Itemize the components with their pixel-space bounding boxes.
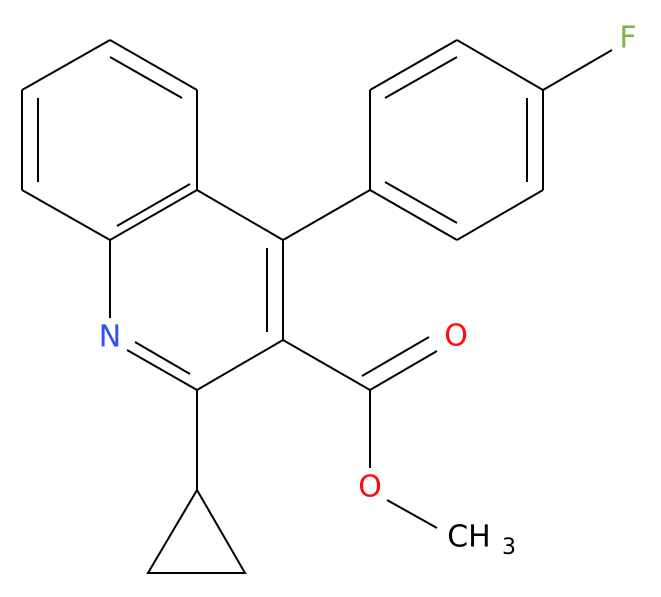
bond — [282, 339, 371, 391]
atom-label: CH — [447, 520, 491, 555]
bond — [109, 56, 183, 99]
atom-label: F — [619, 21, 636, 56]
bond — [456, 189, 544, 241]
bond — [109, 39, 198, 91]
bond — [361, 336, 430, 377]
bond — [282, 189, 371, 241]
bond — [196, 189, 284, 241]
bond — [134, 341, 191, 375]
bond — [21, 189, 111, 241]
bond — [126, 349, 198, 391]
bond — [542, 49, 613, 91]
atom-label: O — [444, 319, 468, 354]
atom-label: N — [99, 320, 121, 355]
bond — [369, 39, 458, 91]
atom-subscript: 3 — [502, 535, 516, 560]
bonds — [21, 39, 613, 574]
atom-label: O — [358, 470, 382, 505]
bond — [196, 339, 284, 391]
bond — [146, 489, 247, 574]
bond — [21, 39, 111, 91]
bond — [369, 189, 458, 241]
bond — [109, 189, 198, 241]
bond — [384, 181, 458, 224]
bond — [384, 56, 458, 99]
bond — [116, 183, 191, 227]
bond — [456, 39, 544, 91]
bond — [369, 350, 438, 391]
bond — [386, 499, 438, 529]
